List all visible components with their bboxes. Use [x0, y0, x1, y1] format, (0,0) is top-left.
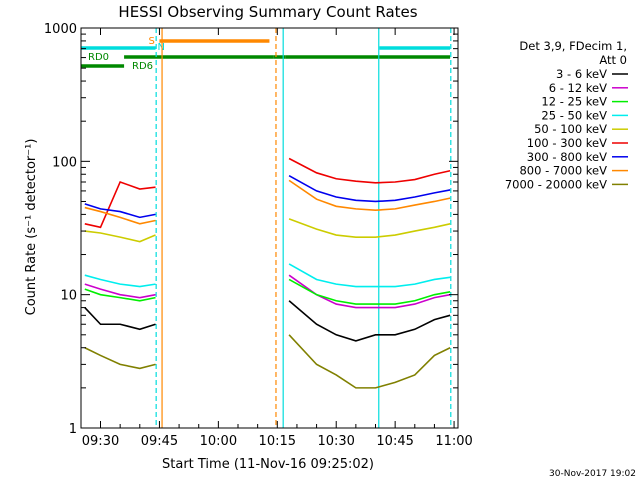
x-tick-label-2: 10:00	[200, 434, 237, 449]
series-line-3-0	[84, 274, 156, 288]
series-line-2-0	[84, 288, 156, 302]
series-line-6-0	[84, 203, 156, 219]
y-tick-label-1: 10	[60, 289, 77, 304]
series-line-0-1	[288, 300, 451, 342]
series-group	[84, 157, 451, 389]
series-6	[84, 175, 451, 219]
legend-label-6: 300 - 800 keV	[527, 150, 607, 164]
x-tick-label-0: 09:30	[82, 434, 119, 449]
series-line-8-1	[288, 334, 451, 389]
series-2	[84, 278, 451, 305]
series-line-6-1	[288, 175, 451, 203]
legend-label-3: 25 - 50 keV	[541, 108, 607, 122]
legend-label-7: 800 - 7000 keV	[519, 164, 607, 178]
y-tick-label-2: 100	[52, 155, 77, 170]
series-8	[84, 334, 451, 389]
series-line-5-1	[288, 157, 451, 184]
y-tick-label-0: 1	[69, 422, 77, 437]
flag-label-rd0: RD0	[88, 52, 109, 63]
legend-label-2: 12 - 25 keV	[541, 95, 607, 109]
legend-header-2: Att 0	[599, 53, 627, 67]
legend-label-4: 50 - 100 keV	[534, 122, 607, 136]
series-line-1-1	[288, 274, 451, 309]
x-tick-label-1: 09:45	[141, 434, 178, 449]
x-tick-label-4: 10:30	[317, 434, 354, 449]
x-tick-label-5: 10:45	[376, 434, 413, 449]
series-line-5-0	[84, 180, 156, 229]
legend-label-8: 7000 - 20000 keV	[505, 177, 607, 191]
flag-label-night: N	[158, 42, 165, 53]
series-0	[84, 300, 451, 342]
x-tick-label-6: 11:00	[435, 434, 472, 449]
series-line-3-1	[288, 263, 451, 288]
legend-label-1: 6 - 12 keV	[549, 81, 607, 95]
flag-bars: SN RD0 RD6	[81, 36, 451, 72]
x-tick-label-3: 10:15	[259, 434, 296, 449]
series-4	[84, 218, 451, 243]
event-lines	[155, 28, 452, 428]
series-7	[84, 179, 451, 225]
axes: 09:30 09:45 10:00 10:15 10:30 10:45 11:00 1 10 10…	[44, 22, 473, 449]
series-1	[84, 274, 451, 309]
series-line-4-1	[288, 218, 451, 238]
y-tick-label-3: 1000	[44, 22, 77, 37]
legend-label-0: 3 - 6 keV	[556, 67, 607, 81]
flag-label-rd6: RD6	[132, 61, 153, 72]
chart-title: HESSI Observing Summary Count Rates	[118, 3, 417, 21]
series-line-2-1	[288, 278, 451, 305]
series-line-7-1	[288, 179, 451, 212]
legend-label-5: 100 - 300 keV	[527, 136, 607, 150]
series-line-1-0	[84, 283, 156, 299]
y-axis-label: Count Rate (s⁻¹ detector⁻¹)	[24, 139, 39, 316]
series-3	[84, 263, 451, 288]
series-line-8-0	[84, 347, 156, 370]
plot-frame	[80, 27, 459, 429]
legend-header-1: Det 3,9, FDecim 1,	[519, 39, 627, 53]
flag-label-saa: S	[148, 36, 154, 47]
series-5	[84, 157, 451, 229]
series-line-7-0	[84, 206, 156, 225]
footer-date: 30-Nov-2017 19:02	[549, 469, 636, 479]
series-line-0-0	[84, 307, 156, 331]
series-line-4-0	[84, 230, 156, 243]
x-axis-label: Start Time (11-Nov-16 09:25:02)	[162, 457, 374, 472]
